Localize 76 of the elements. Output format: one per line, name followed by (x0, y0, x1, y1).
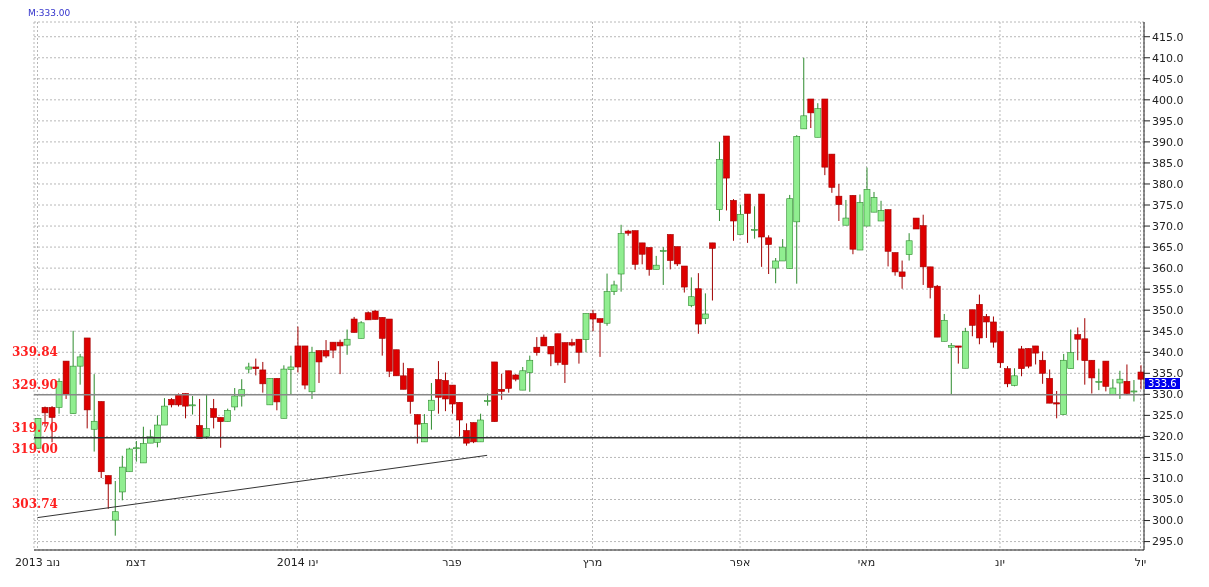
candlestick (90, 373, 98, 453)
candlestick (533, 336, 541, 357)
y-tick-label: 300.0 (1152, 514, 1184, 528)
candlestick (273, 377, 281, 411)
annotation: 339.84 (12, 345, 58, 359)
y-tick-label: 330.0 (1152, 388, 1184, 402)
x-tick-label: 2013 נוב (14, 555, 61, 569)
x-tick-label: מרץ (582, 555, 603, 569)
candlestick (203, 393, 210, 440)
candlestick (737, 204, 744, 235)
candlestick (835, 183, 843, 222)
y-tick-label: 295.0 (1152, 535, 1184, 549)
annotation: 319.00 (12, 441, 58, 456)
candlestick (842, 199, 850, 226)
x-tick-label: מאי (857, 555, 876, 569)
candlestick (681, 265, 688, 294)
x-tick-label: יונ (995, 555, 1005, 569)
candlestick (730, 198, 737, 242)
y-tick-label: 365.0 (1152, 240, 1184, 254)
candlestick (659, 246, 667, 286)
candlestick (189, 395, 196, 416)
candlestick (807, 98, 815, 129)
y-tick-label: 355.0 (1152, 283, 1184, 297)
candlestick (905, 232, 913, 262)
candlestick (940, 313, 948, 342)
y-tick-label: 390.0 (1152, 135, 1184, 149)
candlestick (709, 242, 716, 302)
candlestick (259, 361, 267, 394)
candlestick (343, 329, 351, 356)
y-tick-label: 305.0 (1152, 493, 1184, 507)
y-tick-label: 340.0 (1152, 346, 1184, 360)
candlestick (111, 480, 119, 537)
x-tick-label: אפר (729, 555, 751, 569)
candlestick (196, 398, 203, 440)
candlestick (1130, 379, 1138, 402)
candlestick (1095, 368, 1103, 391)
y-tick-label: 315.0 (1152, 451, 1184, 465)
candlestick (702, 292, 709, 325)
y-tick-label: 385.0 (1152, 156, 1184, 170)
y-tick-label: 370.0 (1152, 219, 1184, 233)
y-tick-label: 325.0 (1152, 409, 1184, 423)
candlestick (1039, 350, 1046, 385)
y-tick-label: 345.0 (1152, 325, 1184, 339)
y-tick-label: 380.0 (1152, 177, 1184, 191)
y-tick-label: 410.0 (1152, 51, 1184, 65)
y-tick-label: 375.0 (1152, 198, 1184, 212)
x-tick-label: דצמ (125, 555, 146, 569)
annotation: 333.6 (1145, 378, 1180, 390)
y-tick-label: 400.0 (1152, 93, 1184, 107)
candlestick (428, 382, 435, 431)
y-tick-label: 405.0 (1152, 72, 1184, 86)
y-tick-label: 310.0 (1152, 472, 1184, 486)
x-tick-label: יול (1134, 555, 1147, 569)
y-tick-label: 350.0 (1152, 304, 1184, 318)
candlestick (688, 276, 695, 308)
text: M:333.00 (28, 8, 71, 19)
annotation: 303.74 (12, 497, 58, 511)
candlestick (1109, 378, 1117, 395)
candlestick (1116, 370, 1124, 400)
candlestick (104, 475, 112, 510)
candlestick (751, 205, 758, 240)
y-tick-label: 320.0 (1152, 430, 1184, 444)
candlestick (947, 342, 955, 396)
x-tick-label: 2014 ינו (276, 555, 319, 569)
candlestick (744, 193, 751, 244)
y-tick-label: 415.0 (1152, 30, 1184, 44)
candlestick (800, 57, 808, 130)
candlestick (1137, 364, 1145, 390)
candlestick (1004, 365, 1011, 388)
x-tick-label: פבר (442, 555, 462, 569)
y-tick-label: 395.0 (1152, 114, 1184, 128)
candlestick (1123, 363, 1131, 396)
candlestick (414, 414, 421, 445)
candlestick (421, 413, 428, 443)
candlestick (477, 413, 484, 443)
y-tick-label: 360.0 (1152, 262, 1184, 276)
